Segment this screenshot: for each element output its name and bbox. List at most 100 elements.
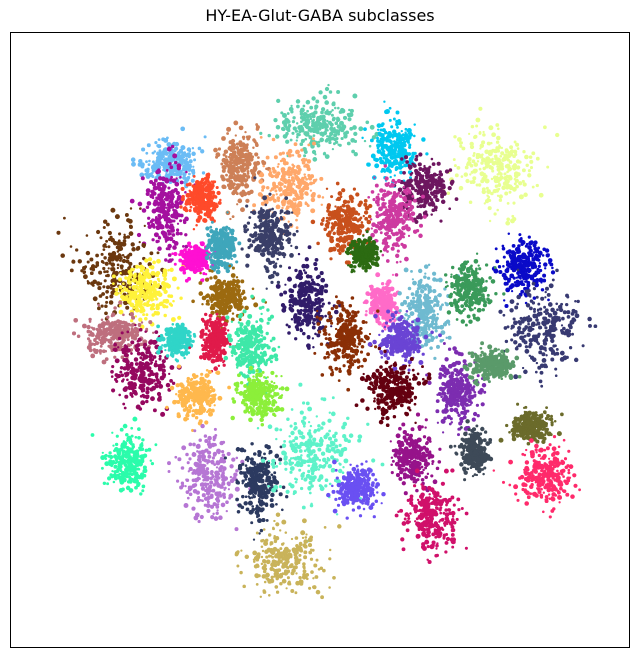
scatter-point [293, 183, 296, 186]
scatter-point [244, 174, 248, 178]
scatter-point [309, 115, 313, 118]
scatter-point [236, 298, 240, 303]
scatter-point [232, 182, 236, 186]
scatter-point [253, 223, 257, 227]
scatter-point [547, 253, 550, 256]
scatter-point [408, 189, 412, 193]
scatter-point [280, 167, 286, 172]
scatter-point [277, 251, 282, 256]
scatter-point [290, 176, 295, 180]
scatter-point [246, 172, 250, 175]
scatter-point [188, 256, 193, 261]
scatter-point [221, 168, 226, 173]
scatter-point [366, 238, 372, 243]
scatter-point [127, 280, 132, 285]
scatter-point [135, 247, 140, 251]
scatter-point [159, 301, 164, 306]
scatter-point [151, 171, 154, 175]
scatter-point [265, 185, 270, 190]
scatter-point [336, 90, 341, 94]
scatter-point [326, 205, 331, 210]
scatter-point [168, 258, 173, 263]
scatter-point [415, 229, 420, 233]
scatter-point [171, 252, 174, 256]
scatter-point [472, 176, 477, 181]
scatter-point [324, 123, 329, 127]
scatter-point [306, 109, 309, 113]
scatter-point [297, 200, 303, 206]
scatter-point [498, 160, 502, 164]
scatter-point [439, 189, 443, 193]
scatter-point [131, 292, 135, 296]
scatter-point [286, 112, 290, 115]
scatter-point [401, 142, 407, 148]
scatter-point [96, 229, 101, 235]
scatter-point [155, 292, 160, 296]
scatter-point [293, 142, 298, 147]
scatter-point [448, 168, 453, 172]
scatter-point [202, 206, 207, 211]
scatter-point [283, 211, 286, 215]
scatter-point [393, 174, 396, 177]
scatter-point [425, 169, 431, 175]
scatter-point [220, 289, 226, 294]
scatter-point [147, 216, 151, 220]
scatter-point [192, 174, 196, 178]
scatter-point [361, 136, 364, 140]
scatter-point [176, 286, 180, 290]
scatter-point [245, 159, 251, 165]
scatter-point [396, 125, 399, 129]
scatter-point [237, 306, 243, 311]
scatter-point [289, 138, 293, 142]
scatter-point [287, 123, 292, 128]
scatter-point [229, 300, 232, 303]
scatter-point [225, 158, 229, 161]
scatter-point [383, 100, 386, 103]
scatter-point [287, 240, 291, 245]
scatter-point [212, 201, 216, 206]
scatter-point [397, 132, 401, 136]
scatter-point [514, 152, 518, 157]
scatter-point [300, 116, 304, 120]
scatter-point [118, 246, 124, 251]
scatter-point [357, 217, 362, 222]
scatter-point [202, 259, 205, 262]
scatter-point [128, 293, 131, 297]
scatter-point [181, 262, 185, 266]
scatter-point [494, 184, 499, 188]
scatter-point [338, 110, 343, 114]
scatter-point [236, 284, 241, 289]
scatter-point [430, 213, 433, 216]
scatter-point [171, 233, 176, 237]
scatter-point [323, 122, 326, 125]
scatter-point [174, 160, 178, 165]
scatter-point [304, 137, 308, 141]
scatter-point [127, 218, 133, 224]
scatter-point [416, 205, 420, 209]
scatter-point [163, 164, 168, 169]
scatter-point [276, 257, 279, 261]
scatter-point [212, 230, 216, 234]
scatter-point [316, 241, 320, 246]
scatter-point [358, 259, 362, 263]
scatter-point [115, 291, 119, 296]
scatter-point [304, 202, 308, 206]
scatter-point [158, 235, 161, 238]
scatter-point [205, 294, 209, 299]
scatter-point [520, 282, 524, 286]
scatter-point [129, 207, 133, 210]
scatter-point [235, 276, 239, 279]
scatter-point [530, 264, 534, 268]
scatter-point [349, 126, 354, 131]
scatter-point [116, 250, 120, 253]
scatter-point [527, 173, 532, 178]
scatter-point [381, 122, 385, 126]
scatter-point [271, 137, 276, 142]
scatter-point [459, 141, 463, 145]
scatter-point [372, 252, 377, 256]
scatter-point [86, 260, 90, 264]
scatter-point [468, 200, 473, 204]
scatter-point [316, 143, 321, 148]
scatter-point [299, 110, 303, 113]
scatter-point [284, 133, 288, 137]
